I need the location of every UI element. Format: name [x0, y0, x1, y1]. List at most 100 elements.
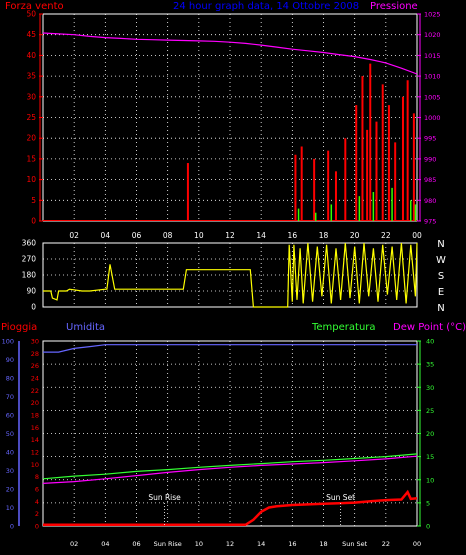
rain-tick-label: 8	[35, 473, 39, 481]
panel3-hour-ticks: 02 04 06 Sun Rise 10 12 14 16 18 Sun Set 22 00	[70, 540, 421, 548]
pressure-tick-label: 975	[424, 218, 436, 226]
wind-tick-label: 25	[26, 113, 36, 122]
chart-title: 24 hour graph data, 14 Ottobre 2008	[173, 1, 359, 12]
right-axis-label-temperature: Temperatura	[311, 322, 376, 333]
wind-series	[43, 63, 417, 221]
rain-tick-label: 12	[31, 449, 39, 457]
direction-axis-ticks: 0 90 180 270 360	[22, 239, 37, 312]
left-axis-label-rain: Pioggia	[1, 322, 37, 333]
rain-tick-label: 16	[31, 424, 39, 432]
pressure-tick-label: 985	[424, 176, 436, 184]
humidity-tick-label: 20	[6, 486, 14, 494]
temperature-tick-label: 0	[426, 523, 430, 531]
wind-tick-label: 5	[31, 196, 36, 205]
rain-tick-label: 10	[31, 461, 39, 469]
rain-tick-label: 30	[31, 338, 39, 346]
humidity-tick-label: 10	[6, 504, 14, 512]
pressure-tick-label: 1010	[424, 73, 441, 81]
direction-tick-label: 360	[22, 239, 37, 248]
rain-tick-label: 4	[35, 498, 39, 506]
hour-tick-label: 10	[195, 540, 203, 548]
temperature-tick-label: 5	[426, 499, 430, 507]
pressure-tick-label: 995	[424, 135, 436, 143]
direction-tick-label: 270	[22, 255, 37, 264]
pressure-line	[42, 32, 418, 75]
left-axis-label-wind: Forza vento	[5, 1, 64, 12]
pressure-tick-label: 1020	[424, 31, 441, 39]
pressure-tick-label: 990	[424, 155, 436, 163]
humidity-tick-label: 0	[10, 523, 14, 531]
hour-tick-label: 12	[226, 540, 234, 548]
rain-tick-label: 20	[31, 399, 39, 407]
panel1-hour-ticks: 02 04 06 08 10 12 14 16 18 20 22 00	[69, 231, 422, 240]
hour-tick-label: 18	[319, 231, 329, 240]
hour-tick-label: 10	[194, 231, 204, 240]
humidity-line	[43, 344, 417, 353]
hour-tick-label: Sun Set	[342, 540, 368, 548]
sun-annotation-label: Sun Rise	[148, 493, 181, 502]
hour-tick-label: 22	[382, 540, 390, 548]
temperature-tick-label: 40	[426, 338, 434, 346]
hour-tick-label: 04	[101, 231, 111, 240]
rain-tick-label: 14	[31, 436, 39, 444]
humidity-axis-ticks: 0 10 20 30 40 50 60 70 80 90 100	[2, 338, 20, 531]
humidity-tick-label: 90	[6, 356, 14, 364]
humidity-tick-label: 50	[6, 430, 14, 438]
wind-tick-label: 15	[26, 154, 36, 163]
direction-tick-label: 180	[22, 271, 37, 280]
temperature-tick-label: 10	[426, 476, 434, 484]
pressure-tick-label: 980	[424, 197, 436, 205]
temperature-tick-label: 15	[426, 453, 434, 461]
hour-tick-label: 04	[101, 540, 109, 548]
wind-tick-label: 40	[26, 51, 36, 60]
wind-tick-label: 45	[26, 30, 36, 39]
wind-direction-line	[43, 242, 418, 308]
wind-tick-label: 0	[31, 217, 36, 226]
hour-tick-label: 08	[163, 231, 173, 240]
humidity-tick-label: 100	[2, 338, 14, 346]
hour-tick-label: Sun Rise	[154, 540, 182, 548]
direction-tick-label: 90	[26, 287, 36, 296]
rain-line	[43, 489, 418, 527]
temperature-tick-label: 20	[426, 430, 434, 438]
wind-tick-label: 10	[26, 175, 36, 184]
humidity-tick-label: 80	[6, 375, 14, 383]
pressure-tick-label: 1000	[424, 114, 441, 122]
rain-tick-label: 0	[35, 523, 39, 531]
temperature-axis-ticks: 0 5 10 15 20 25 30 35 40	[417, 338, 434, 531]
dew-point-line	[42, 455, 418, 484]
humidity-tick-label: 70	[6, 393, 14, 401]
rain-tick-label: 26	[31, 362, 39, 370]
rain-tick-label: 24	[31, 375, 39, 383]
wind-tick-label: 50	[26, 10, 36, 19]
rain-tick-label: 28	[31, 350, 39, 358]
wind-tick-label: 20	[26, 134, 36, 143]
temperature-tick-label: 25	[426, 407, 434, 415]
compass-label: W	[436, 255, 446, 266]
hour-tick-label: 00	[413, 540, 421, 548]
rain-tick-label: 22	[31, 387, 39, 395]
pressure-tick-label: 1015	[424, 52, 441, 60]
wind-axis-ticks: 0 5 10 15 20 25 30 35 40 45 50	[26, 10, 43, 226]
compass-label: N	[437, 303, 444, 314]
temperature-line	[42, 453, 418, 480]
hour-tick-label: 00	[412, 231, 422, 240]
hour-tick-label: 06	[132, 231, 142, 240]
temperature-tick-label: 35	[426, 361, 434, 369]
hour-tick-label: 12	[225, 231, 235, 240]
rain-tick-label: 2	[35, 510, 39, 518]
wind-tick-label: 30	[26, 92, 36, 101]
compass-label: E	[438, 287, 444, 298]
hour-tick-label: 20	[350, 231, 360, 240]
rain-tick-label: 6	[35, 486, 39, 494]
wind-tick-label: 35	[26, 72, 36, 81]
hour-tick-label: 02	[70, 540, 78, 548]
direction-tick-label: 0	[31, 303, 36, 312]
hour-tick-label: 14	[256, 231, 266, 240]
pressure-tick-label: 1005	[424, 93, 441, 101]
hour-tick-label: 16	[288, 231, 298, 240]
hour-tick-label: 22	[381, 231, 391, 240]
